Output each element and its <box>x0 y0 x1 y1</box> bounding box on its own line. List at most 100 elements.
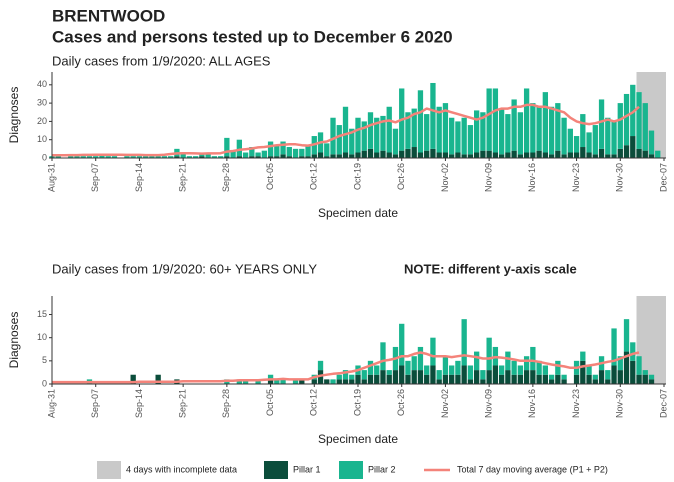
bar <box>505 152 511 158</box>
bar <box>386 370 392 375</box>
bar <box>236 379 243 384</box>
bar <box>430 82 436 149</box>
bar <box>367 360 374 375</box>
x-tick-label: Oct-26 <box>396 163 406 190</box>
bar <box>492 152 499 158</box>
bar <box>355 117 361 153</box>
x-axis-label: Specimen date <box>318 206 398 220</box>
bar <box>623 93 630 146</box>
y-tick-label: 20 <box>37 116 47 126</box>
bar <box>349 374 355 380</box>
bar <box>68 156 74 158</box>
bar <box>467 379 474 384</box>
bar <box>436 106 442 153</box>
bar <box>155 374 161 384</box>
bar <box>236 139 243 157</box>
bar <box>430 365 436 384</box>
bar <box>623 319 630 352</box>
bar <box>561 379 567 384</box>
bar <box>498 154 505 158</box>
bar <box>417 346 424 371</box>
bar <box>555 150 561 158</box>
y-tick-label: 10 <box>37 134 47 144</box>
bar <box>405 148 411 158</box>
bar <box>130 374 136 384</box>
bar <box>386 106 392 153</box>
moving-average-line <box>52 351 640 384</box>
bar <box>480 112 486 151</box>
bar <box>386 152 392 158</box>
bar <box>367 148 374 158</box>
bar <box>430 148 436 158</box>
bar <box>305 156 311 158</box>
bar <box>311 154 317 158</box>
bar <box>636 356 642 375</box>
bar <box>548 379 555 384</box>
x-tick-label: Nov-30 <box>615 389 625 418</box>
bar <box>511 374 517 384</box>
bar <box>648 374 655 380</box>
bar <box>467 365 474 380</box>
y-tick-label: 0 <box>42 152 47 162</box>
bar <box>492 88 499 153</box>
bar <box>86 156 93 158</box>
bar <box>442 374 449 384</box>
bar <box>592 154 598 158</box>
bar <box>586 374 592 384</box>
bar <box>424 114 430 151</box>
bar <box>417 152 424 158</box>
legend-label: Pillar 1 <box>293 464 321 474</box>
x-tick-label: Sep-21 <box>178 389 188 418</box>
bar <box>580 360 586 384</box>
bar <box>374 374 380 384</box>
bar <box>130 156 136 158</box>
bar <box>317 370 324 384</box>
y-tick-label: 40 <box>37 79 47 89</box>
bar <box>424 150 430 158</box>
bar <box>355 374 361 384</box>
bar <box>617 148 623 158</box>
bar <box>280 141 286 155</box>
x-tick-label: Nov-02 <box>440 389 450 418</box>
bar <box>642 370 648 375</box>
bar <box>149 156 155 158</box>
bar <box>211 156 218 158</box>
y-tick-label: 30 <box>37 97 47 107</box>
bar <box>473 110 480 153</box>
bar <box>392 128 399 155</box>
x-tick-label: Dec-07 <box>658 163 668 192</box>
bar <box>436 379 442 384</box>
bar <box>405 112 411 149</box>
bar <box>505 370 511 384</box>
bar <box>305 145 311 157</box>
bar <box>374 152 380 158</box>
bar <box>473 370 480 384</box>
bar <box>642 374 648 384</box>
bar <box>255 152 261 157</box>
bar <box>424 374 430 384</box>
bar <box>255 379 261 384</box>
bar <box>399 365 405 384</box>
bar <box>586 365 592 375</box>
bar <box>324 156 330 158</box>
bar <box>174 156 180 158</box>
y-tick-label: 15 <box>37 309 47 319</box>
x-tick-label: Sep-28 <box>221 163 231 192</box>
bar <box>442 103 449 153</box>
bar <box>648 154 655 158</box>
bar <box>192 156 199 158</box>
x-tick-label: Nov-02 <box>440 163 450 192</box>
bar <box>592 374 598 380</box>
bar <box>361 370 367 380</box>
bar <box>449 154 455 158</box>
bar <box>536 106 542 151</box>
title: BRENTWOOD <box>52 6 165 25</box>
bar <box>605 117 611 155</box>
moving-average-line <box>52 103 640 157</box>
bar <box>374 117 380 153</box>
bar <box>486 370 492 384</box>
y-tick-label: 5 <box>42 355 47 365</box>
bar <box>523 356 530 371</box>
bar <box>486 150 492 158</box>
